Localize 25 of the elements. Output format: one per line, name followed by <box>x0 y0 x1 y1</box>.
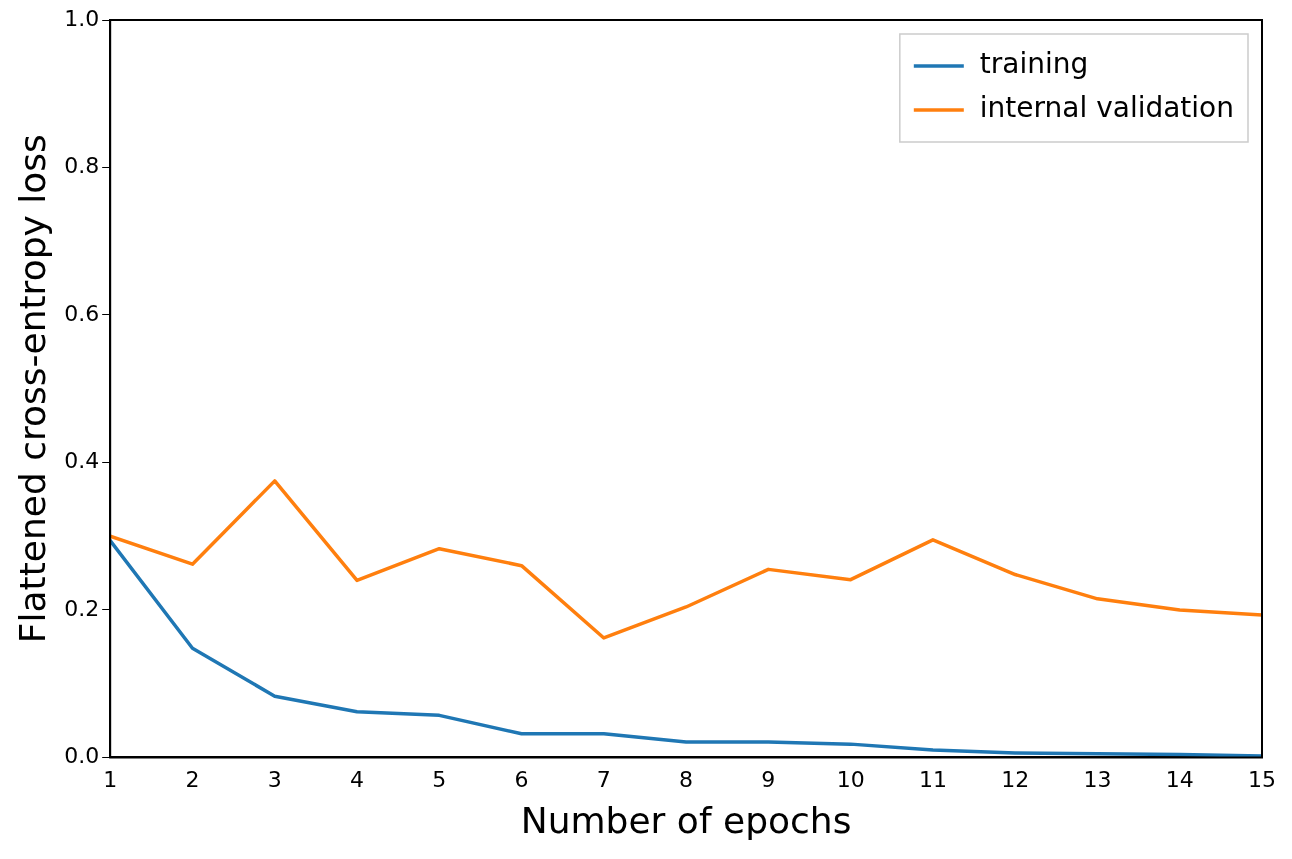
x-tick-label: 9 <box>761 767 776 793</box>
y-tick-label: 0.2 <box>64 595 100 621</box>
x-tick-label: 6 <box>514 767 529 793</box>
x-axis-title: Number of epochs <box>520 799 852 841</box>
x-tick-label: 4 <box>350 767 364 793</box>
x-tick-label: 1 <box>103 767 118 793</box>
x-tick-label: 5 <box>432 767 447 793</box>
y-tick-label: 1.0 <box>64 5 100 31</box>
x-tick-label: 3 <box>267 767 282 793</box>
legend-label: internal validation <box>979 91 1234 125</box>
x-tick-label: 11 <box>918 767 947 793</box>
x-tick-label: 2 <box>185 767 200 793</box>
x-tick-label: 15 <box>1248 767 1276 793</box>
y-tick-label: 0.0 <box>64 743 100 769</box>
x-tick-label: 13 <box>1083 767 1112 793</box>
x-tick-label: 7 <box>596 767 611 793</box>
y-tick-label: 0.8 <box>64 153 100 179</box>
y-tick-label: 0.4 <box>64 448 100 474</box>
y-tick-label: 0.6 <box>64 300 100 326</box>
x-tick-label: 14 <box>1165 767 1194 793</box>
legend-label: training <box>979 47 1089 81</box>
x-tick-label: 10 <box>836 767 865 793</box>
x-tick-label: 12 <box>1001 767 1030 793</box>
y-axis-title: Flattened cross-entropy loss <box>11 134 53 644</box>
x-tick-label: 8 <box>679 767 694 793</box>
